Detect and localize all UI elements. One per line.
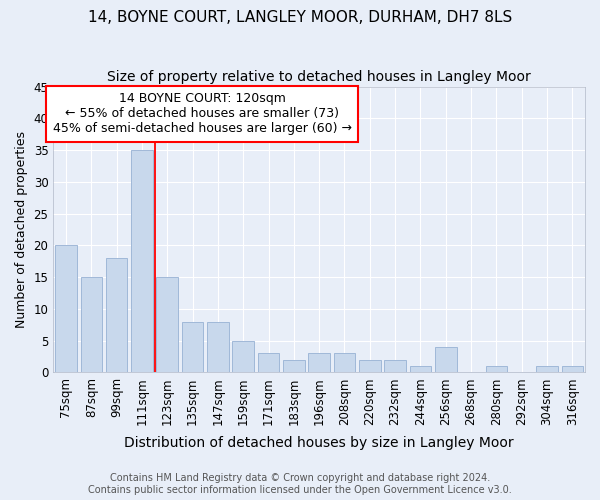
Bar [182, 322, 203, 372]
Bar [435, 347, 457, 372]
Bar [485, 366, 507, 372]
Bar [536, 366, 558, 372]
Bar [157, 277, 178, 372]
Bar [283, 360, 305, 372]
Bar [562, 366, 583, 372]
Bar [385, 360, 406, 372]
X-axis label: Distribution of detached houses by size in Langley Moor: Distribution of detached houses by size … [124, 436, 514, 450]
Bar [232, 340, 254, 372]
Bar [207, 322, 229, 372]
Bar [80, 277, 102, 372]
Bar [308, 354, 330, 372]
Y-axis label: Number of detached properties: Number of detached properties [15, 131, 28, 328]
Bar [131, 150, 152, 372]
Bar [334, 354, 355, 372]
Title: Size of property relative to detached houses in Langley Moor: Size of property relative to detached ho… [107, 70, 531, 84]
Text: 14, BOYNE COURT, LANGLEY MOOR, DURHAM, DH7 8LS: 14, BOYNE COURT, LANGLEY MOOR, DURHAM, D… [88, 10, 512, 25]
Text: Contains HM Land Registry data © Crown copyright and database right 2024.
Contai: Contains HM Land Registry data © Crown c… [88, 474, 512, 495]
Bar [410, 366, 431, 372]
Bar [359, 360, 380, 372]
Bar [258, 354, 279, 372]
Text: 14 BOYNE COURT: 120sqm
← 55% of detached houses are smaller (73)
45% of semi-det: 14 BOYNE COURT: 120sqm ← 55% of detached… [53, 92, 352, 136]
Bar [106, 258, 127, 372]
Bar [55, 246, 77, 372]
